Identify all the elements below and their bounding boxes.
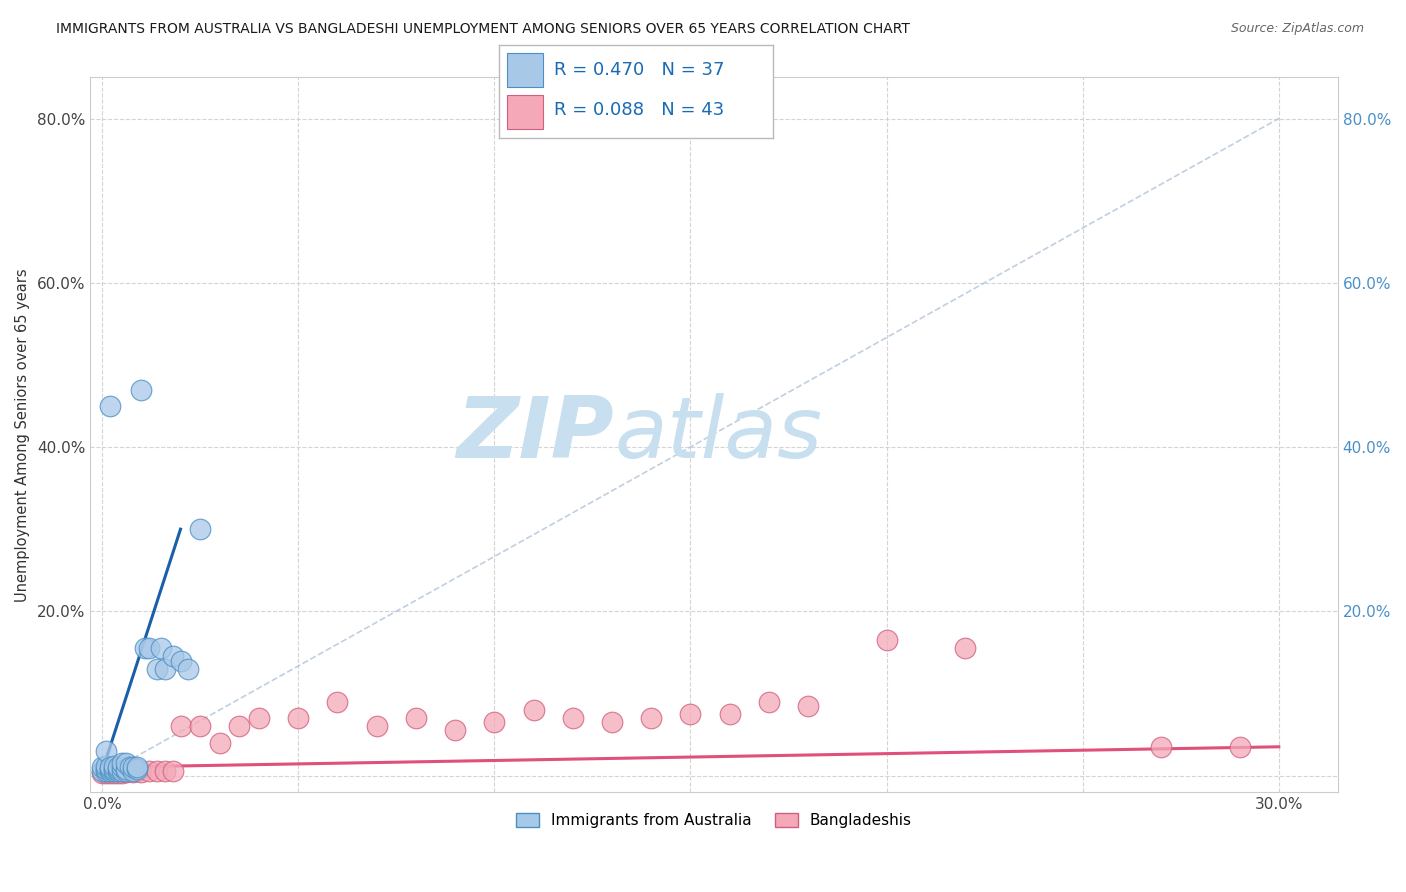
Point bbox=[1150, 739, 1173, 754]
Point bbox=[94, 744, 117, 758]
Point bbox=[91, 764, 114, 779]
Point bbox=[103, 764, 125, 779]
Text: R = 0.088   N = 43: R = 0.088 N = 43 bbox=[554, 101, 724, 120]
Bar bbox=[508, 95, 543, 129]
Point bbox=[287, 711, 309, 725]
Point bbox=[1229, 739, 1251, 754]
Point bbox=[127, 764, 149, 779]
Point bbox=[98, 399, 121, 413]
Point bbox=[107, 764, 129, 779]
Point bbox=[679, 706, 702, 721]
Point bbox=[98, 764, 121, 779]
Point bbox=[91, 760, 114, 774]
Point bbox=[177, 662, 200, 676]
Point bbox=[153, 764, 176, 779]
Point bbox=[94, 762, 117, 776]
Point bbox=[169, 654, 191, 668]
Text: ZIP: ZIP bbox=[457, 393, 614, 476]
Point bbox=[208, 736, 231, 750]
Text: R = 0.470   N = 37: R = 0.470 N = 37 bbox=[554, 61, 724, 78]
Point bbox=[103, 763, 125, 777]
Point bbox=[111, 760, 134, 774]
Point bbox=[114, 764, 136, 779]
Point bbox=[188, 719, 211, 733]
Point bbox=[444, 723, 467, 738]
Point bbox=[98, 762, 121, 776]
Point bbox=[146, 662, 169, 676]
Point bbox=[405, 711, 427, 725]
Point bbox=[561, 711, 583, 725]
Point bbox=[366, 719, 388, 733]
Y-axis label: Unemployment Among Seniors over 65 years: Unemployment Among Seniors over 65 years bbox=[15, 268, 30, 601]
Point bbox=[127, 760, 149, 774]
Point bbox=[953, 641, 976, 656]
Point bbox=[600, 715, 623, 730]
Point bbox=[162, 649, 184, 664]
Point bbox=[149, 641, 172, 656]
Point bbox=[111, 756, 134, 771]
Point bbox=[758, 695, 780, 709]
Point bbox=[326, 695, 349, 709]
Point bbox=[127, 762, 149, 776]
Point bbox=[134, 641, 156, 656]
Point bbox=[94, 764, 117, 779]
Text: Source: ZipAtlas.com: Source: ZipAtlas.com bbox=[1230, 22, 1364, 36]
Point bbox=[522, 703, 544, 717]
Point bbox=[111, 764, 134, 779]
Point bbox=[98, 766, 121, 780]
Point bbox=[107, 762, 129, 776]
Point bbox=[484, 715, 506, 730]
Point bbox=[138, 641, 160, 656]
Point bbox=[122, 765, 145, 780]
Point bbox=[146, 764, 169, 778]
Point bbox=[169, 719, 191, 733]
Point bbox=[122, 764, 145, 779]
Point bbox=[94, 764, 117, 779]
Point bbox=[107, 764, 129, 778]
Point bbox=[122, 760, 145, 774]
Point bbox=[103, 766, 125, 780]
Point bbox=[153, 662, 176, 676]
Point bbox=[114, 765, 136, 780]
Point bbox=[114, 756, 136, 771]
Point bbox=[228, 719, 250, 733]
Point bbox=[797, 698, 820, 713]
Legend: Immigrants from Australia, Bangladeshis: Immigrants from Australia, Bangladeshis bbox=[510, 807, 918, 834]
Point bbox=[94, 766, 117, 780]
Point bbox=[111, 764, 134, 778]
Point bbox=[111, 766, 134, 780]
Point bbox=[129, 765, 152, 780]
Point bbox=[188, 522, 211, 536]
Point bbox=[162, 764, 184, 778]
Point bbox=[640, 711, 662, 725]
Text: atlas: atlas bbox=[614, 393, 823, 476]
Point bbox=[91, 766, 114, 780]
Point bbox=[103, 762, 125, 776]
Point bbox=[103, 758, 125, 772]
Text: IMMIGRANTS FROM AUSTRALIA VS BANGLADESHI UNEMPLOYMENT AMONG SENIORS OVER 65 YEAR: IMMIGRANTS FROM AUSTRALIA VS BANGLADESHI… bbox=[56, 22, 910, 37]
Point bbox=[94, 758, 117, 772]
Point bbox=[138, 764, 160, 779]
Point bbox=[107, 766, 129, 780]
Bar bbox=[508, 53, 543, 87]
Point bbox=[98, 764, 121, 779]
Point bbox=[247, 711, 270, 725]
Point bbox=[718, 706, 741, 721]
Point bbox=[107, 760, 129, 774]
Point bbox=[118, 760, 141, 774]
Point bbox=[98, 760, 121, 774]
Point bbox=[129, 383, 152, 397]
Point bbox=[876, 633, 898, 648]
Point bbox=[118, 764, 141, 779]
Point bbox=[114, 762, 136, 776]
